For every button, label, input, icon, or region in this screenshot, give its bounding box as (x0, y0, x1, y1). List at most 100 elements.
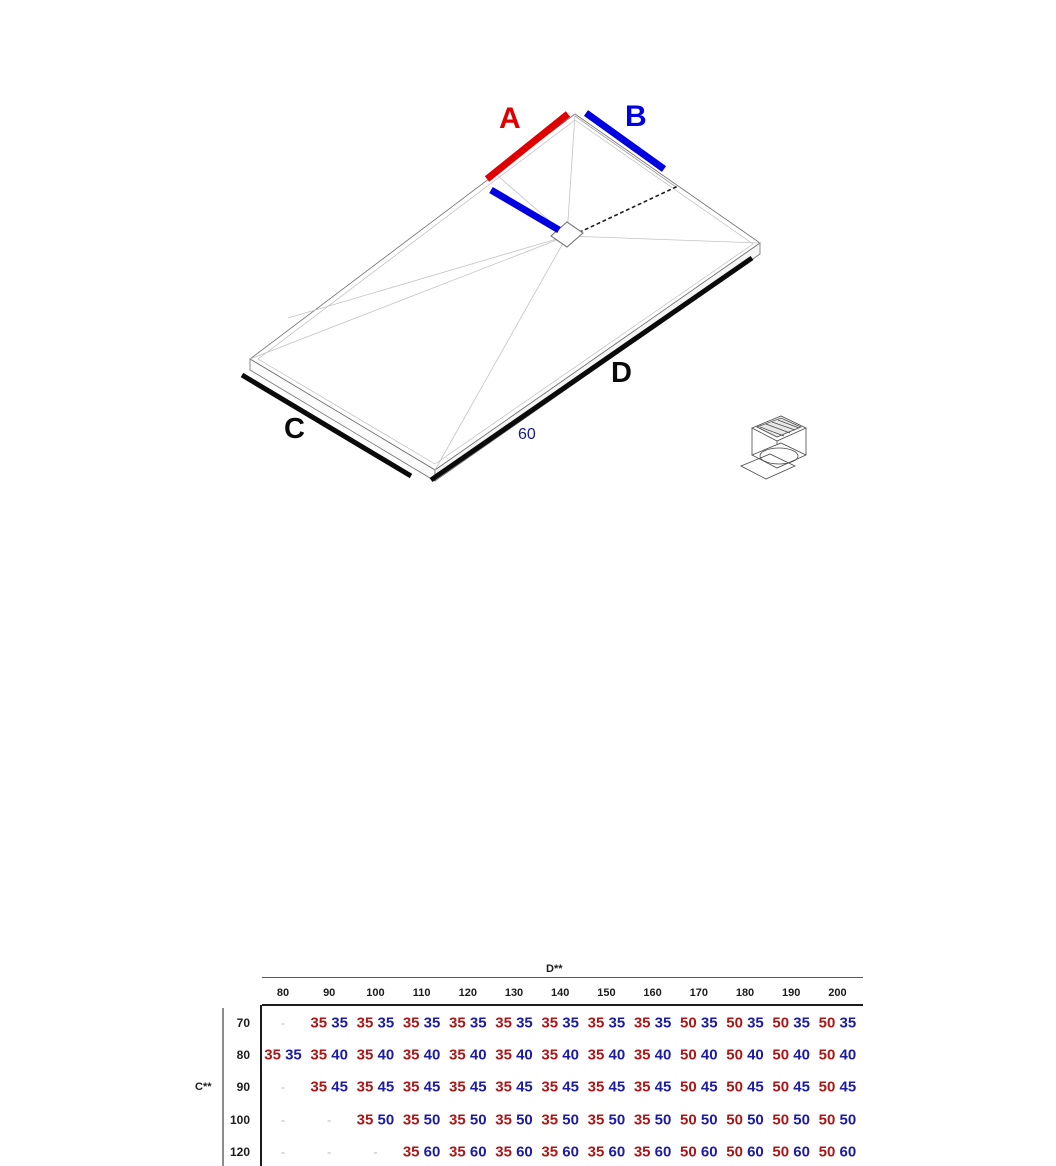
cell-value-primary: 50 (772, 1111, 790, 1129)
cell-value-primary: 35 (356, 1111, 374, 1129)
table-column-header: 80 (276, 987, 290, 999)
table-cell: 50 40 (680, 1047, 718, 1064)
table-cell: 35 40 (357, 1047, 395, 1064)
table-cell: 35 50 (357, 1111, 395, 1128)
table-cell: 35 45 (357, 1079, 395, 1096)
cell-value-secondary: 45 (747, 1078, 764, 1096)
table-row-axis-label: C** (195, 1081, 212, 1093)
table-cell: 50 35 (726, 1015, 764, 1032)
table-cell: 35 35 (588, 1015, 626, 1032)
cell-value-primary: 50 (726, 1078, 743, 1096)
cell-value-primary: 50 (680, 1111, 697, 1129)
table-cell: 50 35 (819, 1015, 857, 1032)
table-cell: 35 45 (541, 1079, 579, 1096)
cell-value-primary: 35 (402, 1078, 420, 1096)
tray-slope-lines (249, 113, 761, 471)
cell-value-secondary: 35 (654, 1014, 672, 1032)
tray-inner-rim (257, 119, 754, 465)
table-cell-empty: - (280, 1144, 286, 1160)
table-cell: 35 40 (403, 1047, 441, 1064)
cell-value-primary: 50 (726, 1111, 743, 1129)
table-body-divider (260, 1005, 262, 1166)
cell-value-secondary: 40 (469, 1046, 487, 1064)
table-cell: 35 45 (495, 1079, 533, 1096)
table-row-header: 70 (236, 1016, 250, 1030)
table-cell: 50 50 (680, 1111, 718, 1128)
cell-value-secondary: 50 (423, 1111, 441, 1129)
cell-value-primary: 50 (772, 1078, 790, 1096)
cell-value-primary: 50 (680, 1046, 697, 1064)
cell-value-primary: 35 (356, 1046, 374, 1064)
cell-value-primary: 50 (818, 1143, 836, 1161)
cell-value-secondary: 40 (839, 1046, 857, 1064)
cell-value-secondary: 50 (516, 1111, 533, 1129)
cell-value-primary: 35 (541, 1143, 559, 1161)
table-column-header: 140 (551, 987, 570, 999)
table-row-header: 80 (236, 1048, 250, 1063)
cell-value-primary: 35 (587, 1014, 605, 1032)
cell-value-secondary: 50 (747, 1111, 764, 1129)
table-cell: 50 40 (819, 1047, 857, 1064)
cell-value-secondary: 40 (331, 1046, 348, 1064)
table-cell-empty: - (280, 1079, 286, 1095)
cell-value-primary: 35 (587, 1046, 605, 1064)
cell-value-secondary: 35 (285, 1046, 302, 1064)
table-cell: 50 45 (819, 1079, 857, 1096)
table-column-header: 120 (458, 987, 477, 999)
table-cell: 35 35 (541, 1015, 579, 1032)
table-cell: 35 40 (541, 1047, 579, 1064)
dimension-line-b (583, 110, 667, 172)
cell-value-primary: 50 (726, 1143, 743, 1161)
cell-value-primary: 35 (495, 1014, 512, 1032)
cell-value-primary: 35 (541, 1014, 559, 1032)
cell-value-secondary: 60 (747, 1143, 764, 1161)
cell-value-primary: 50 (772, 1014, 790, 1032)
cell-value-secondary: 50 (700, 1111, 718, 1129)
table-cell: 35 35 (634, 1015, 672, 1032)
cell-value-secondary: 60 (700, 1143, 718, 1161)
cell-value-secondary: 45 (469, 1078, 487, 1096)
table-cell-empty: - (327, 1112, 332, 1128)
cell-value-secondary: 35 (608, 1014, 626, 1032)
cell-value-secondary: 40 (377, 1046, 395, 1064)
table-cell: 35 45 (634, 1079, 672, 1096)
drain-grate-detail-icon (740, 415, 807, 480)
cell-value-secondary: 40 (423, 1046, 441, 1064)
table-cell: 35 40 (588, 1047, 626, 1064)
dimension-line-drain-offset (489, 186, 561, 234)
table-cell: 50 60 (772, 1143, 810, 1160)
cell-value-primary: 35 (633, 1046, 651, 1064)
cell-value-primary: 35 (495, 1078, 512, 1096)
table-row-header: 90 (236, 1080, 250, 1095)
table-cell: 35 35 (264, 1047, 302, 1064)
table-cell: 50 60 (680, 1143, 718, 1160)
table-cell: 35 45 (449, 1079, 487, 1096)
cell-value-secondary: 60 (562, 1143, 579, 1161)
table-cell-empty: - (373, 1144, 378, 1160)
table-cell: 50 35 (772, 1015, 810, 1032)
table-cell: 35 35 (310, 1015, 348, 1032)
cell-value-secondary: 45 (654, 1078, 672, 1096)
table-cell: 50 50 (772, 1111, 810, 1128)
cell-value-secondary: 35 (469, 1014, 487, 1032)
cell-value-primary: 50 (680, 1014, 697, 1032)
cell-value-secondary: 50 (469, 1111, 487, 1129)
cell-value-primary: 35 (402, 1046, 420, 1064)
table-column-header: 110 (412, 987, 431, 999)
cell-value-primary: 50 (680, 1078, 697, 1096)
table-cell: 50 60 (726, 1143, 764, 1160)
cell-value-secondary: 35 (562, 1014, 579, 1032)
table-column-header: 200 (828, 987, 847, 999)
cell-value-secondary: 45 (377, 1078, 395, 1096)
shower-tray-diagram: A B C D 60 (0, 0, 1056, 500)
cell-value-secondary: 35 (377, 1014, 395, 1032)
cell-value-secondary: 40 (747, 1046, 764, 1064)
cell-value-primary: 50 (818, 1078, 836, 1096)
label-b: B (625, 100, 647, 133)
label-a: A (499, 102, 521, 135)
cell-value-primary: 35 (264, 1046, 281, 1064)
cell-value-primary: 50 (680, 1143, 697, 1161)
cell-value-secondary: 50 (654, 1111, 672, 1129)
cell-value-primary: 35 (633, 1111, 651, 1129)
